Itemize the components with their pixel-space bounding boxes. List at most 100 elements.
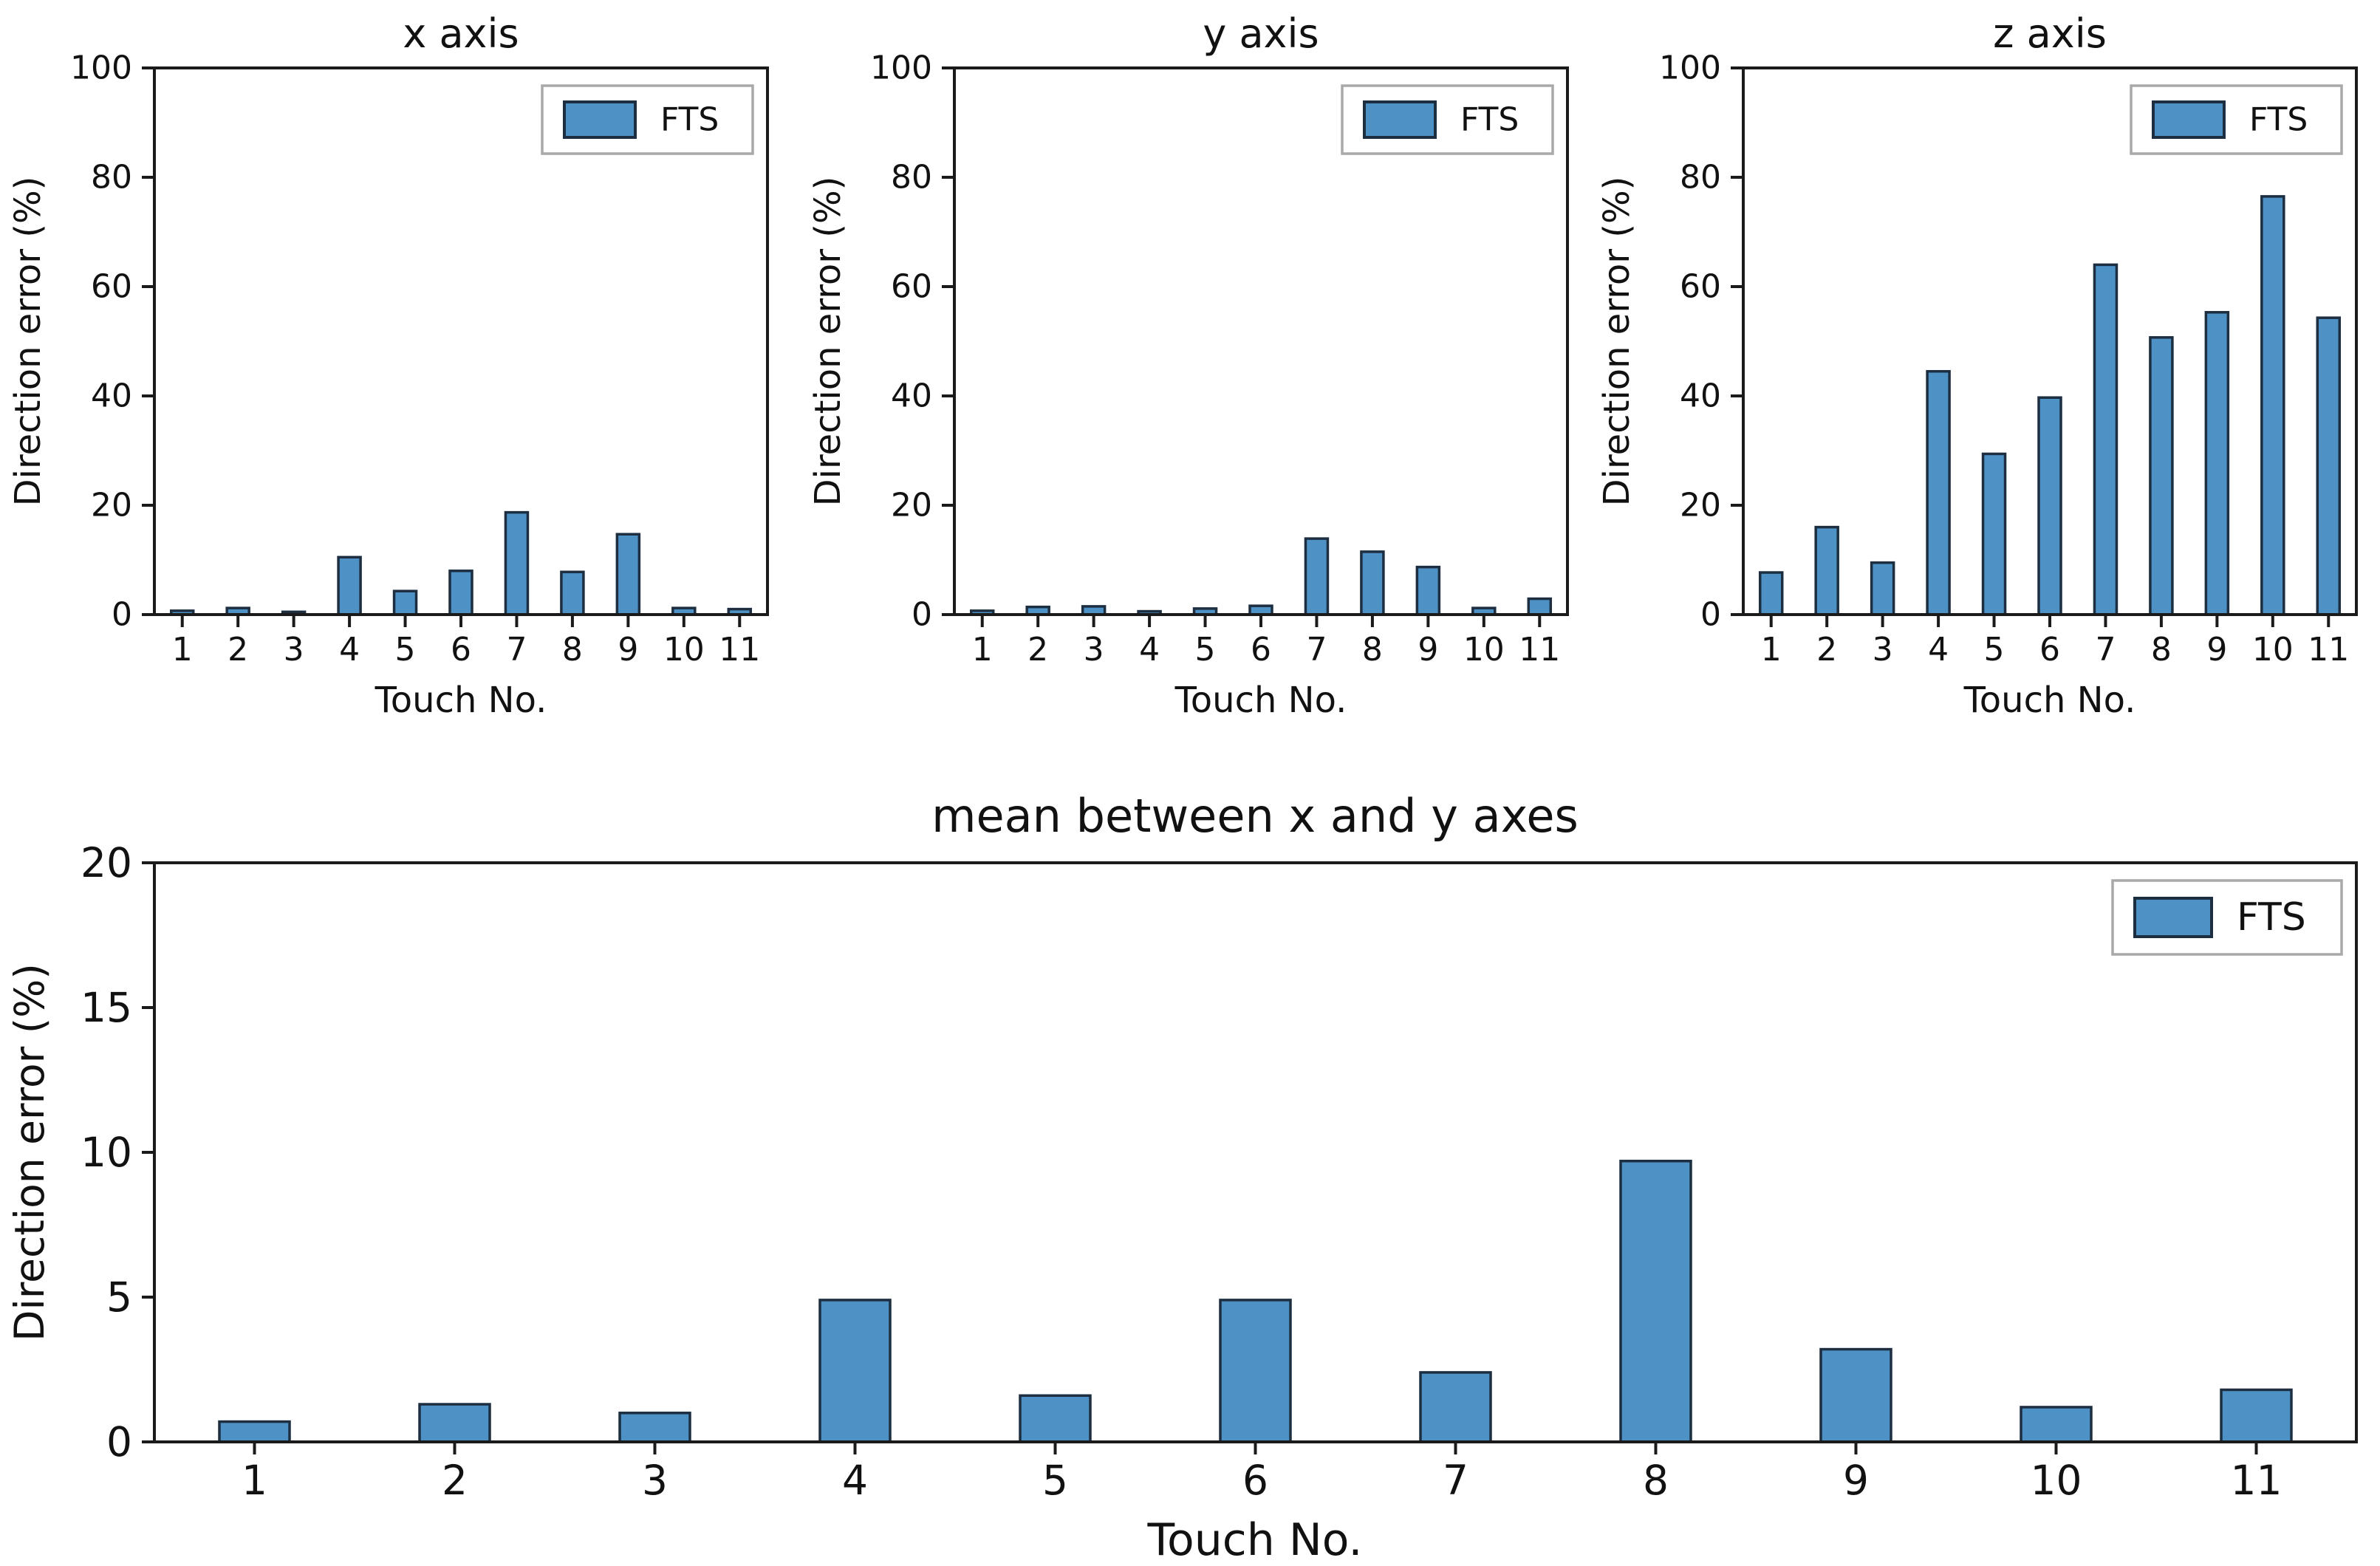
bar	[1219, 1299, 1292, 1443]
y-tick-label: 60	[891, 268, 932, 306]
plot-area: 0 5 10 15 20 1 2 3 4 5 6 7 8 9 10 11 FTS	[81, 839, 2358, 1504]
chart-title: mean between x and y axes	[931, 789, 1579, 843]
plot-border	[153, 861, 2358, 1443]
y-tick-label: 100	[70, 49, 132, 87]
x-tick-label: 10	[2031, 1457, 2082, 1504]
y-tick-label: 0	[106, 1418, 132, 1466]
y-tick-label: 80	[891, 159, 932, 196]
legend-swatch	[2133, 897, 2213, 938]
x-tick-label: 10	[2252, 631, 2294, 669]
legend-label: FTS	[1460, 101, 1519, 139]
bar	[615, 533, 641, 616]
y-tick-label: 0	[1700, 596, 1721, 634]
bar	[2316, 316, 2342, 616]
bar	[418, 1403, 491, 1443]
x-tick-label: 8	[1362, 631, 1383, 669]
x-tick-label: 4	[1928, 631, 1949, 669]
bar	[2260, 195, 2285, 616]
plot-area: 0 20 40 60 80 100 1 2 3 4 5 6 7 8 9 10 11 FTS	[1659, 49, 2358, 669]
bar	[1758, 571, 1784, 616]
bar	[1419, 1371, 1492, 1443]
x-tick-label: 10	[1463, 631, 1505, 669]
x-tick-label: 3	[1084, 631, 1104, 669]
x-tick-label: 1	[242, 1457, 267, 1504]
y-tick-label: 20	[81, 839, 132, 886]
plot-area: 0 20 40 60 80 100 1 2 3 4 5 6 7 8 9 10 11 FTS	[870, 49, 1569, 669]
bar	[392, 589, 418, 616]
bar	[1619, 1160, 1692, 1443]
bar	[2220, 1388, 2293, 1443]
bar	[448, 570, 473, 616]
x-tick-label: 8	[1643, 1457, 1669, 1504]
bar	[560, 570, 585, 616]
x-axis-label: Touch No.	[375, 680, 547, 721]
bar	[1870, 561, 1895, 616]
x-tick-label: 11	[2231, 1457, 2282, 1504]
x-tick-label: 5	[395, 631, 416, 669]
x-tick-label: 1	[172, 631, 193, 669]
x-tick-label: 6	[1242, 1457, 1268, 1504]
bar	[1415, 565, 1441, 616]
x-tick-label: 5	[1042, 1457, 1068, 1504]
bar	[2204, 311, 2230, 616]
x-axis-label: Touch No.	[1174, 680, 1347, 721]
y-tick-label: 80	[91, 159, 132, 196]
bar	[1360, 550, 1385, 616]
x-tick-label: 6	[451, 631, 471, 669]
bar	[818, 1299, 892, 1443]
y-tick-label: 20	[891, 487, 932, 524]
bar	[618, 1412, 691, 1443]
bar	[337, 555, 362, 616]
x-tick-label: 7	[2095, 631, 2116, 669]
plot-border	[153, 66, 769, 616]
bar	[2020, 1406, 2093, 1443]
plot-border	[1742, 66, 2358, 616]
y-tick-label: 15	[81, 984, 132, 1031]
y-tick-label: 40	[91, 377, 132, 415]
x-tick-label: 3	[284, 631, 304, 669]
bar	[1981, 452, 2007, 616]
bar	[1819, 1347, 1892, 1443]
y-tick-label: 40	[891, 377, 932, 415]
y-tick-label: 100	[1659, 49, 1721, 87]
x-tick-label: 6	[1251, 631, 1271, 669]
legend-label: FTS	[660, 101, 719, 139]
plot-border	[953, 66, 1569, 616]
subplot-x-axis: x axis Direction error (%) 0 20 40 60 80 100 1…	[0, 0, 794, 768]
legend-swatch	[2152, 100, 2226, 139]
y-tick-label: 0	[912, 596, 932, 634]
bar	[504, 510, 530, 616]
subplot-y-axis: y axis Direction error (%) 0 20 40 60 80 100 1…	[794, 0, 1588, 768]
x-tick-label: 2	[1816, 631, 1837, 669]
legend-box	[1341, 84, 1554, 155]
x-tick-label: 4	[842, 1457, 868, 1504]
bar	[1527, 597, 1553, 616]
bar	[1926, 369, 1951, 616]
x-tick-label: 11	[1519, 631, 1560, 669]
chart-title: y axis	[1203, 10, 1319, 57]
legend-label: FTS	[2237, 895, 2306, 940]
y-tick-label: 60	[91, 268, 132, 306]
bar	[1019, 1394, 1092, 1443]
x-tick-label: 4	[339, 631, 360, 669]
x-tick-label: 6	[2039, 631, 2060, 669]
x-tick-label: 2	[1027, 631, 1048, 669]
legend-label: FTS	[2249, 101, 2308, 139]
x-tick-label: 2	[442, 1457, 468, 1504]
x-tick-label: 3	[1873, 631, 1893, 669]
x-tick-label: 7	[506, 631, 527, 669]
subplot-mean-x-y: mean between x and y axes Direction erro…	[0, 768, 2380, 1566]
y-tick-label: 60	[1680, 268, 1721, 306]
chart-title: x axis	[403, 10, 519, 57]
bar	[2149, 336, 2174, 616]
bar	[2037, 396, 2062, 616]
x-tick-label: 9	[1843, 1457, 1869, 1504]
subplot-z-axis: z axis Direction error (%) 0 20 40 60 80 100 1…	[1588, 0, 2380, 768]
x-axis-label: Touch No.	[1963, 680, 2136, 721]
bar	[1814, 525, 1839, 616]
y-tick-label: 5	[106, 1273, 132, 1321]
x-tick-label: 7	[1306, 631, 1327, 669]
x-tick-label: 5	[1984, 631, 2005, 669]
y-tick-label: 20	[91, 487, 132, 524]
